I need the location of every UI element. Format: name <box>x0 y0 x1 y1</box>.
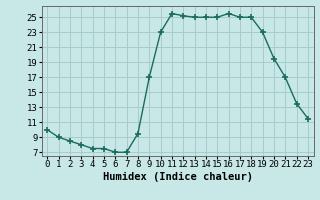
X-axis label: Humidex (Indice chaleur): Humidex (Indice chaleur) <box>103 172 252 182</box>
